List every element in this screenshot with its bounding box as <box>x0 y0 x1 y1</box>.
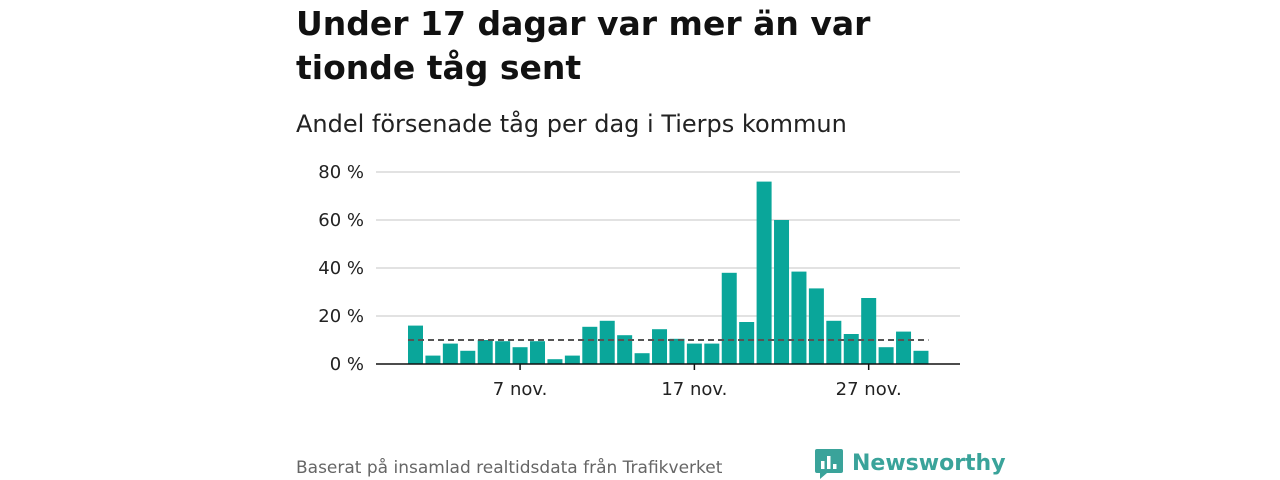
bar <box>843 334 859 364</box>
source-note: Baserat på insamlad realtidsdata från Tr… <box>296 458 723 478</box>
x-tick-label: 7 nov. <box>493 379 548 400</box>
y-tick-label: 60 % <box>318 210 364 231</box>
bar <box>408 325 423 364</box>
bar <box>774 220 790 364</box>
bar <box>721 272 737 364</box>
bar <box>652 329 668 364</box>
bar <box>739 322 755 364</box>
bar <box>512 347 528 364</box>
bar <box>791 271 807 364</box>
chart-subtitle: Andel försenade tåg per dag i Tierps kom… <box>296 110 847 138</box>
bar <box>564 355 580 364</box>
bar <box>669 338 685 364</box>
chart-title: Under 17 dagar var mer än var tionde tåg… <box>296 4 871 87</box>
x-tick-label: 17 nov. <box>661 379 727 400</box>
x-tick-label: 27 nov. <box>836 379 902 400</box>
bar <box>861 298 877 364</box>
newsworthy-logo: Newsworthy <box>814 447 1006 479</box>
bar-chart: 0 % 20 % 40 % 60 % 80 % 7 nov. 17 nov. 27 nov. <box>318 162 960 400</box>
bar <box>477 340 493 364</box>
logo-text: Newsworthy <box>852 450 1006 476</box>
bar <box>896 331 912 364</box>
bar <box>442 343 458 364</box>
chart-card: Under 17 dagar var mer än var tionde tåg… <box>296 0 1006 480</box>
bar <box>826 320 842 364</box>
bar <box>582 326 598 364</box>
y-tick-label: 80 % <box>318 162 364 183</box>
y-tick-label: 40 % <box>318 258 364 279</box>
y-tick-label: 20 % <box>318 306 364 327</box>
bar <box>686 343 702 364</box>
bar <box>530 341 546 364</box>
bar <box>634 353 650 364</box>
bar <box>460 350 476 364</box>
bar <box>808 288 824 364</box>
bar <box>495 341 511 364</box>
y-tick-label: 0 % <box>330 354 364 375</box>
bar <box>617 335 633 364</box>
bar <box>704 343 720 364</box>
bar <box>599 320 615 364</box>
bar <box>756 181 772 364</box>
bar <box>913 350 929 364</box>
bar <box>878 347 894 364</box>
newsworthy-logo-icon <box>815 449 843 479</box>
bar <box>547 359 563 364</box>
bar <box>425 355 441 364</box>
